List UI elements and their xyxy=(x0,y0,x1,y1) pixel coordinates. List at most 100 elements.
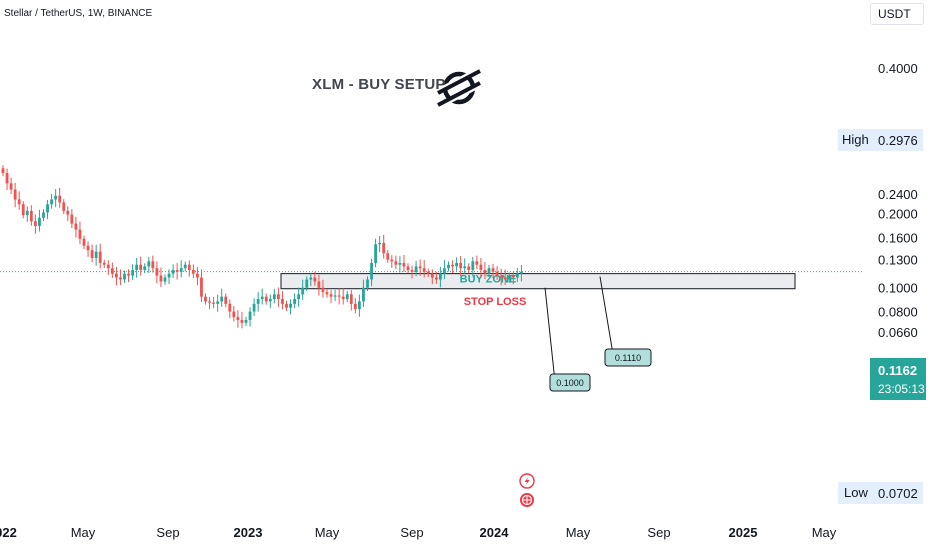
candle-body xyxy=(382,242,386,254)
candle-body xyxy=(208,301,211,303)
buy-zone-rect[interactable] xyxy=(280,273,796,290)
candle-body xyxy=(119,277,122,280)
candle-body xyxy=(370,262,373,280)
candle-body xyxy=(434,277,438,280)
price-tick-label: 0.1000 xyxy=(878,281,918,296)
candle-body xyxy=(297,294,301,300)
candle-body xyxy=(285,303,288,308)
callout-upper-box xyxy=(604,348,652,367)
candle-body xyxy=(252,303,256,312)
candle-body xyxy=(345,294,349,300)
candle-body xyxy=(406,266,410,270)
current-price-value: 0.1162 xyxy=(878,363,917,378)
currency-button[interactable]: USDT xyxy=(870,3,924,25)
low-value: 0.0702 xyxy=(878,486,918,501)
candle-body xyxy=(94,251,98,258)
candle-body xyxy=(5,172,9,184)
time-tick-label: 2024 xyxy=(480,525,510,540)
candle-body xyxy=(447,264,450,269)
price-tick-label: 0.2000 xyxy=(878,207,918,222)
candle-body xyxy=(1,168,5,173)
zone-layer: BUY ZONE STOP LOSS xyxy=(280,273,796,308)
price-tick-label: 0.2400 xyxy=(878,187,918,202)
candle-body xyxy=(224,296,228,304)
candle-body xyxy=(143,266,147,270)
time-tick-label: Sep xyxy=(156,525,179,540)
callout-upper[interactable]: 0.1110 xyxy=(599,276,652,367)
candle-body xyxy=(430,273,434,278)
candle-body xyxy=(102,262,106,265)
price-axis[interactable]: 0.4000 0.2400 0.2000 0.1600 0.1300 0.1000 0.08… xyxy=(878,61,918,340)
candle-body xyxy=(495,271,499,276)
candle-body xyxy=(507,275,511,280)
stellar-logo-icon xyxy=(435,66,483,110)
candle-body xyxy=(386,253,390,260)
stop-loss-label: STOP LOSS xyxy=(464,296,527,308)
time-tick-label: May xyxy=(812,525,837,540)
candle-body xyxy=(187,264,191,270)
price-tick-label: 0.0660 xyxy=(878,325,918,340)
time-tick-label: 2025 xyxy=(729,525,758,540)
candle-body xyxy=(240,319,244,323)
high-value: 0.2976 xyxy=(878,133,918,148)
candle-body xyxy=(402,262,406,267)
candles xyxy=(1,165,523,329)
candle-body xyxy=(503,277,507,280)
event-earnings-icon[interactable] xyxy=(520,493,534,507)
time-axis[interactable]: 022 May Sep 2023 May Sep 2024 May Sep 2025 May xyxy=(0,525,837,540)
candle-body xyxy=(289,303,292,308)
candle-body xyxy=(13,189,17,200)
candle-body xyxy=(414,266,418,272)
setup-title: XLM - BUY SETUP xyxy=(312,76,446,93)
callout-lower-box xyxy=(549,373,591,392)
candle-body xyxy=(475,261,479,265)
candle-body xyxy=(34,221,37,226)
candle-body xyxy=(337,295,341,297)
candle-body xyxy=(78,229,82,239)
candle-body xyxy=(131,269,134,276)
callout-lower[interactable]: 0.1000 xyxy=(544,287,591,392)
candle-body xyxy=(366,279,369,288)
symbol-title[interactable]: Stellar / TetherUS, 1W, BINANCE xyxy=(4,8,153,19)
candle-body xyxy=(220,296,224,302)
candle-body xyxy=(325,292,329,295)
candle-body xyxy=(196,273,199,278)
candle-body xyxy=(147,261,151,267)
candle-body xyxy=(313,277,317,282)
candle-body xyxy=(515,273,519,278)
candle-body xyxy=(317,281,321,288)
candle-body xyxy=(25,210,29,216)
candle-body xyxy=(264,296,268,302)
candle-body xyxy=(228,303,232,312)
candle-body xyxy=(183,264,187,269)
low-marker: Low 0.0702 xyxy=(838,482,923,504)
candle-body xyxy=(272,294,276,300)
candle-body xyxy=(455,262,458,267)
callout-upper-label: 0.1110 xyxy=(615,353,641,363)
candle-body xyxy=(467,266,471,270)
candle-body xyxy=(179,268,183,272)
candle-body xyxy=(426,271,430,274)
candle-body xyxy=(70,214,74,224)
candle-body xyxy=(329,294,333,297)
candle-body xyxy=(483,269,487,274)
candle-body xyxy=(135,264,139,270)
candle-body xyxy=(191,269,195,274)
candle-body xyxy=(491,268,495,272)
high-marker: High 0.2976 xyxy=(838,129,923,151)
candle-body xyxy=(159,275,163,282)
candle-body xyxy=(443,268,446,274)
time-tick-label: Sep xyxy=(400,525,423,540)
candle-body xyxy=(200,277,203,297)
price-tick-label: 0.0800 xyxy=(878,305,918,320)
candle-body xyxy=(17,199,21,205)
candle-body xyxy=(54,195,58,200)
candle-body xyxy=(155,268,159,276)
price-tick-label: 0.1300 xyxy=(878,253,918,268)
event-lightning-icon[interactable] xyxy=(519,473,535,489)
candle-body xyxy=(163,277,167,282)
candle-body xyxy=(422,268,426,272)
price-tick-label: 0.1600 xyxy=(878,230,918,245)
